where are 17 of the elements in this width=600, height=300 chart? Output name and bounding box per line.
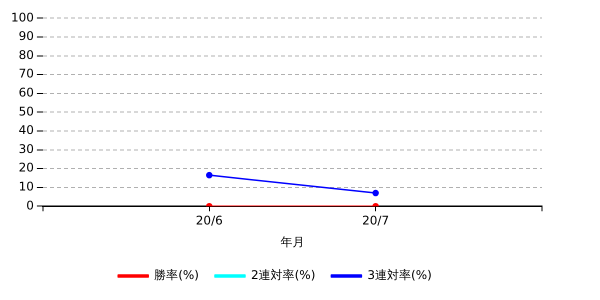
y-tick-label: 30: [18, 142, 34, 156]
y-tick-label: 10: [18, 180, 34, 194]
x-tick-label: 20/6: [196, 214, 223, 228]
y-tick-label: 80: [18, 48, 34, 62]
x-tick-label: 20/7: [362, 214, 390, 228]
y-tick-label: 20: [18, 160, 34, 175]
y-tick-label: 70: [18, 66, 34, 81]
legend-label: 2連対率(%): [250, 268, 316, 282]
x-axis-title: 年月: [280, 234, 304, 249]
y-tick-label: 100: [11, 10, 34, 24]
y-tick-label: 90: [18, 29, 34, 44]
legend-label: 3連対率(%): [367, 268, 432, 282]
y-tick-label: 60: [18, 86, 34, 100]
y-tick-label: 40: [18, 123, 34, 138]
y-tick-label: 50: [18, 104, 34, 118]
legend-label: 勝率(%): [154, 268, 199, 282]
y-tick-label: 0: [26, 198, 34, 212]
